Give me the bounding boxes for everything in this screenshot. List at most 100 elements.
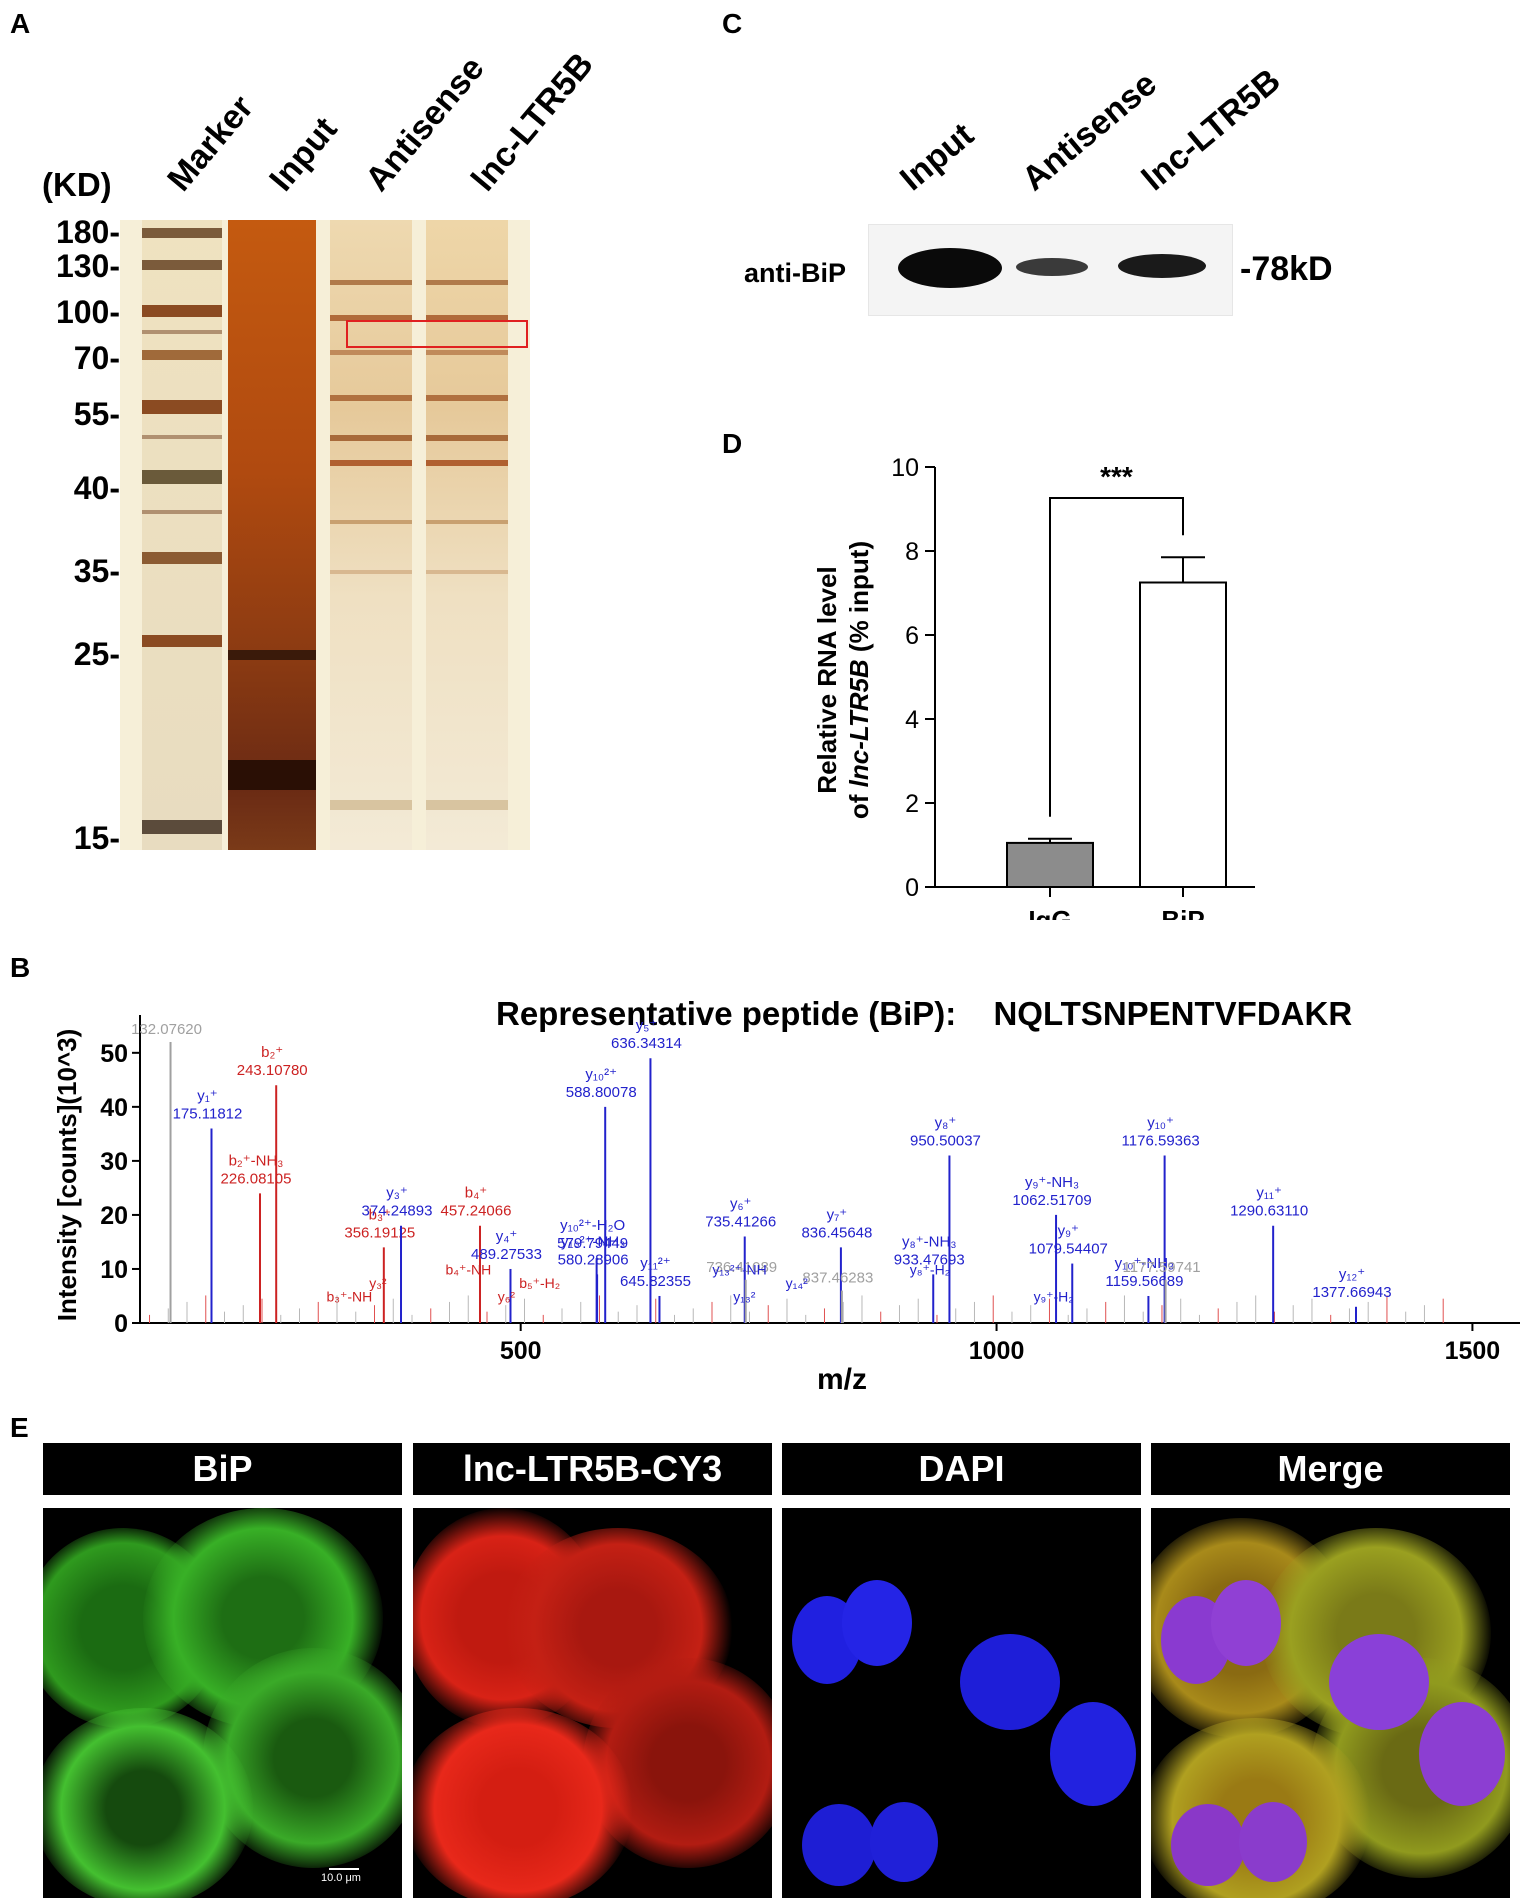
b-xlabel: m/z <box>817 1363 867 1396</box>
b-peak-mz: 579.79449 <box>557 1235 628 1252</box>
blot-band-antisense <box>1016 258 1088 276</box>
b-peak-label: y₈⁺ <box>935 1114 957 1131</box>
b-peak-label: b₂⁺ <box>261 1044 283 1061</box>
b-peak-mz: 1377.66943 <box>1312 1284 1391 1301</box>
b-peak-label: y₁₀⁺-NH₃ <box>1115 1255 1174 1272</box>
blot-size-label: -78kD <box>1240 250 1333 288</box>
b-minor-label: y₁₃²⁺-NH <box>712 1261 766 1277</box>
d-y-tick-label: 6 <box>905 622 919 650</box>
b-peak-mz: 175.11812 <box>173 1105 243 1122</box>
b-peak-label: y₁₀²⁺ <box>585 1066 617 1083</box>
panel-letter-d: D <box>722 428 743 459</box>
rna-bar-chart: Relative RNA level of lnc-LTR5B (% input… <box>812 454 1255 920</box>
b-peak-mz: 243.10780 <box>237 1062 308 1079</box>
b-y-tick-label: 40 <box>100 1094 128 1122</box>
b-peak-label: y₄⁺ <box>496 1228 518 1245</box>
peptide-title: Representative peptide (BiP): NQLTSNPENT… <box>496 995 1352 1033</box>
mass-spectrum-chart: Intensity [counts](10^3) m/z 0 10 20 30 40 50… <box>52 1015 1520 1396</box>
d-significance-bracket <box>1049 497 1184 817</box>
micrograph-dapi <box>782 1508 1141 1898</box>
gel-lane-marker <box>142 220 222 850</box>
b-peak-label: y₉⁺ <box>1058 1223 1079 1240</box>
b-peak-label: b₄⁺ <box>465 1185 487 1202</box>
b-minor-label: b₃⁺-NH <box>326 1288 372 1304</box>
d-y-tick-label: 2 <box>905 790 919 818</box>
b-peak-label: y₆⁺ <box>730 1196 751 1213</box>
b-peak-label: 132.07620 <box>131 1021 202 1038</box>
b-ylabel: Intensity [counts](10^3) <box>52 1029 82 1322</box>
b-minor-label: y₆² <box>498 1288 516 1304</box>
lane-label-input: Input <box>262 110 345 199</box>
lane-label-marker: Marker <box>160 88 261 199</box>
b-x-tick-label: 1000 <box>969 1337 1025 1365</box>
d-x-tick-label: BiP <box>1161 905 1204 920</box>
blot-band-lnc-ltr5b <box>1118 254 1206 278</box>
b-peak-mz: 588.80078 <box>566 1084 637 1101</box>
highlight-box <box>346 320 528 348</box>
blot-row-label: anti-BiP <box>744 258 847 288</box>
mw-marker-25: 25- <box>73 636 120 672</box>
b-peak-label: y₁₀⁺ <box>1147 1114 1174 1131</box>
panel-letter-c: C <box>722 8 743 39</box>
b-peak-label: 837.46283 <box>802 1270 873 1287</box>
panel-letter-b: B <box>10 952 31 983</box>
b-peak-label: y₇⁺ <box>827 1206 848 1223</box>
b-peak-label: y₁₂⁺ <box>1339 1266 1365 1283</box>
b-y-tick-label: 30 <box>100 1148 128 1176</box>
b-peak-label: 1177.59741 <box>1123 1259 1201 1276</box>
micrograph-bip: 10.0 μm <box>43 1508 402 1898</box>
kd-unit-label: (KD) <box>42 166 112 203</box>
mw-marker-130: 130- <box>55 248 120 284</box>
blot-lane-input: Input <box>892 115 981 199</box>
b-peak-label: y₁₁²⁺ <box>640 1255 671 1272</box>
b-peak-label: y₃⁺ <box>386 1185 408 1202</box>
d-bar <box>1006 841 1094 888</box>
b-minor-label: y₁₃² <box>733 1288 755 1304</box>
b-minor-label: y₈⁺-H₂ <box>910 1261 950 1277</box>
b-peak-mz: 636.34314 <box>611 1035 682 1052</box>
b-peak-mz: 226.08105 <box>221 1170 292 1187</box>
b-peak-mz: 1062.51709 <box>1012 1192 1091 1209</box>
mw-marker-15: 15- <box>73 820 120 856</box>
header-dapi: DAPI <box>782 1443 1141 1495</box>
b-peak-label: y₉⁺-NH₃ <box>1025 1174 1079 1191</box>
silver-stain-gel <box>120 220 530 850</box>
b-minor-label: y₁₄² <box>786 1275 808 1291</box>
b-peak-mz: 645.82355 <box>620 1273 691 1290</box>
b-peak-mz: 457.24066 <box>441 1203 512 1220</box>
micrograph-lnc-ltr5b-cy3 <box>413 1508 772 1898</box>
mw-marker-180: 180- <box>55 214 120 250</box>
mw-marker-55: 55- <box>73 396 120 432</box>
western-blot <box>868 224 1233 316</box>
b-y-tick-label: 50 <box>100 1040 128 1068</box>
peptide-title-label: Representative peptide (BiP): <box>496 995 957 1032</box>
b-y-tick-label: 0 <box>114 1310 128 1338</box>
b-peak-mz: 950.50037 <box>910 1132 981 1149</box>
header-lnc-ltr5b-cy3: lnc-LTR5B-CY3 <box>413 1443 772 1495</box>
gel-lane-lnc-ltr5b <box>426 220 508 850</box>
b-peak-label: y₁₀²⁺-H₂O <box>560 1217 625 1234</box>
b-peak-mz: 933.47693 <box>894 1251 965 1268</box>
mw-marker-35: 35- <box>73 553 120 589</box>
d-ylabel-post: (% input) <box>844 541 874 659</box>
scale-bar-label: 10.0 μm <box>321 1872 361 1884</box>
b-peak-mz: 836.45648 <box>801 1224 872 1241</box>
blot-lane-lnc-ltr5b: lnc-LTR5B <box>1134 61 1288 199</box>
d-ylabel-italic: lnc-LTR5B <box>844 659 874 787</box>
b-peak-mz: 1290.63110 <box>1230 1203 1308 1220</box>
d-y-tick-label: 0 <box>905 874 919 902</box>
b-minor-label: y₉⁺-H₂ <box>1034 1288 1074 1304</box>
b-minor-label: b₄⁺-NH <box>445 1261 491 1277</box>
b-minor-label: y₃² <box>369 1275 387 1291</box>
d-ylabel-pre: of <box>844 787 874 819</box>
panel-letter-e: E <box>10 1412 29 1443</box>
b-peak-mz: 735.41266 <box>705 1214 776 1231</box>
d-ylabel-line1: Relative RNA level <box>812 566 842 793</box>
b-peak-mz: 374.24893 <box>362 1203 433 1220</box>
gel-lane-input <box>228 220 316 850</box>
peptide-sequence: NQLTSNPENTVFDAKR <box>993 995 1353 1032</box>
b-peak-label: y₁₀²⁺-NH₃ <box>561 1233 625 1250</box>
d-y-tick-label: 10 <box>891 454 919 482</box>
mw-marker-70: 70- <box>73 340 120 376</box>
b-peak-label: 736.41089 <box>706 1259 777 1276</box>
